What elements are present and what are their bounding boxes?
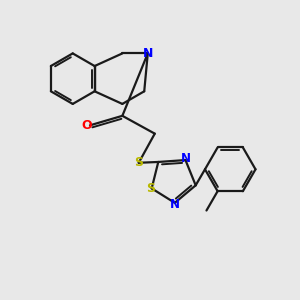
Text: S: S: [134, 156, 143, 169]
Text: O: O: [82, 119, 92, 132]
Text: N: N: [181, 152, 190, 165]
Text: N: N: [170, 198, 180, 211]
Text: N: N: [142, 47, 153, 60]
Text: S: S: [147, 182, 156, 195]
